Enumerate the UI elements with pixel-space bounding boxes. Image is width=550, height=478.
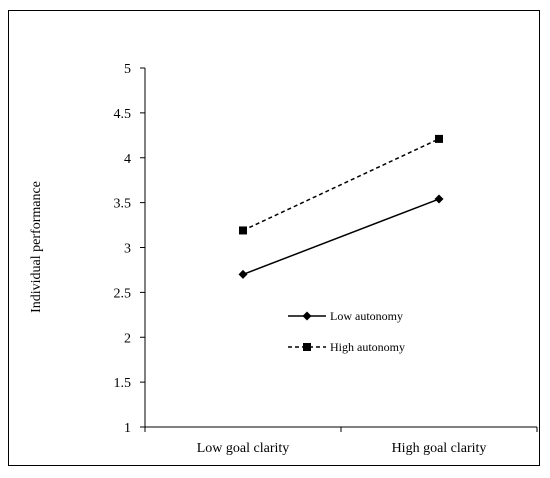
series-line-1 — [242, 138, 440, 232]
series-group — [238, 134, 444, 279]
legend: Low autonomy High autonomy — [288, 309, 405, 354]
y-axis-ticks: 1 1.5 2 2.5 3 3.5 4 4.5 5 — [114, 62, 145, 436]
legend-label-1: High autonomy — [330, 340, 405, 354]
y-tick-label: 5 — [124, 62, 131, 77]
chart-frame — [8, 10, 540, 466]
legend-marker-0 — [302, 311, 312, 321]
series-line-0 — [242, 198, 440, 276]
x-tick-label: High goal clarity — [392, 441, 487, 456]
y-axis-label: Individual performance — [29, 181, 44, 313]
y-tick-label: 4 — [124, 152, 131, 167]
y-tick-label: 1.5 — [114, 376, 132, 391]
data-point-1-1 — [435, 134, 443, 143]
data-point-1-0 — [239, 226, 247, 235]
legend-marker-1 — [303, 343, 311, 351]
data-point-0-1 — [434, 194, 444, 204]
data-point-0-0 — [238, 269, 248, 279]
legend-label-0: Low autonomy — [330, 309, 403, 323]
x-tick-label: Low goal clarity — [197, 441, 290, 456]
y-tick-label: 2 — [124, 331, 131, 346]
x-axis-ticks: Low goal clarity High goal clarity — [144, 427, 538, 456]
y-tick-label: 1 — [124, 421, 131, 436]
y-tick-label: 2.5 — [114, 286, 132, 301]
y-tick-label: 3 — [124, 242, 131, 257]
y-tick-label: 3.5 — [114, 197, 132, 212]
y-tick-label: 4.5 — [114, 107, 132, 122]
